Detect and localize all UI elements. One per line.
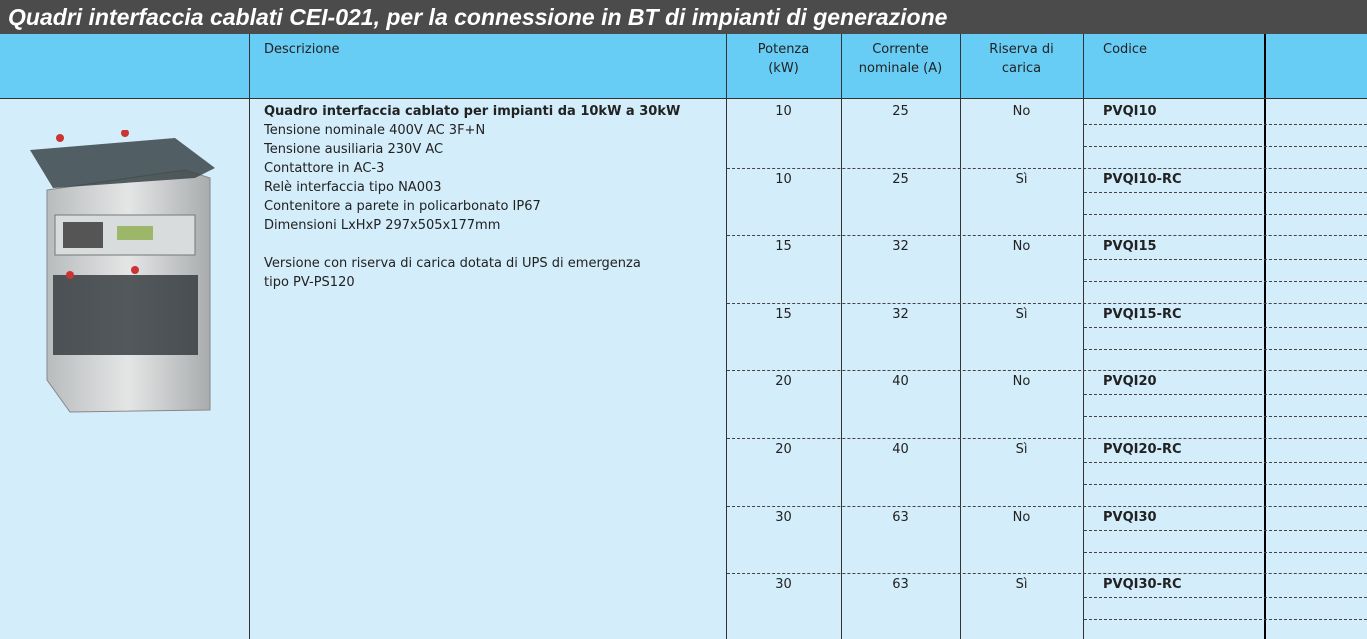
potenza: 10 bbox=[726, 104, 841, 119]
column-header: Corrente nominale (A) bbox=[841, 40, 960, 78]
description-line: Versione con riserva di carica dotata di… bbox=[264, 254, 641, 273]
row-subline bbox=[1084, 214, 1367, 215]
riserva: Sì bbox=[960, 577, 1083, 592]
riserva: Sì bbox=[960, 442, 1083, 457]
row-divider bbox=[727, 168, 1367, 169]
potenza: 30 bbox=[726, 577, 841, 592]
codice: PVQI30 bbox=[1103, 510, 1157, 525]
row-subline bbox=[1084, 462, 1367, 463]
codice: PVQI10-RC bbox=[1103, 172, 1182, 187]
description-line: Relè interfaccia tipo NA003 bbox=[264, 178, 442, 197]
row-divider bbox=[727, 506, 1367, 507]
row-divider bbox=[727, 235, 1367, 236]
riserva: Sì bbox=[960, 307, 1083, 322]
row-divider bbox=[727, 438, 1367, 439]
column-header: Codice bbox=[1103, 40, 1147, 59]
row-subline bbox=[1084, 327, 1367, 328]
header-row bbox=[0, 34, 1367, 98]
riserva: No bbox=[960, 374, 1083, 389]
description-line: tipo PV-PS120 bbox=[264, 273, 355, 292]
row-subline bbox=[1084, 146, 1367, 147]
codice: PVQI10 bbox=[1103, 104, 1157, 119]
col-divider bbox=[960, 34, 961, 639]
column-header: Potenza (kW) bbox=[726, 40, 841, 78]
corrente: 63 bbox=[841, 577, 960, 592]
col-divider bbox=[249, 34, 250, 639]
row-divider bbox=[727, 370, 1367, 371]
col-divider bbox=[841, 34, 842, 639]
corrente: 40 bbox=[841, 442, 960, 457]
row-subline bbox=[1084, 281, 1367, 282]
product-image bbox=[25, 130, 235, 420]
codice: PVQI20-RC bbox=[1103, 442, 1182, 457]
codice: PVQI20 bbox=[1103, 374, 1157, 389]
row-subline bbox=[1084, 619, 1367, 620]
riserva: Sì bbox=[960, 172, 1083, 187]
row-subline bbox=[1084, 416, 1367, 417]
row-subline bbox=[1084, 259, 1367, 260]
row-subline bbox=[1084, 484, 1367, 485]
potenza: 30 bbox=[726, 510, 841, 525]
title-bar: Quadri interfaccia cablati CEI-021, per … bbox=[0, 0, 1367, 34]
header-rule bbox=[0, 98, 1367, 99]
page: Quadri interfaccia cablati CEI-021, per … bbox=[0, 0, 1367, 639]
description-line: Tensione nominale 400V AC 3F+N bbox=[264, 121, 485, 140]
codice: PVQI30-RC bbox=[1103, 577, 1182, 592]
column-header: Riserva di carica bbox=[960, 40, 1083, 78]
riserva: No bbox=[960, 510, 1083, 525]
row-subline bbox=[1084, 530, 1367, 531]
corrente: 32 bbox=[841, 239, 960, 254]
potenza: 15 bbox=[726, 307, 841, 322]
row-subline bbox=[1084, 394, 1367, 395]
codice: PVQI15-RC bbox=[1103, 307, 1182, 322]
row-subline bbox=[1084, 192, 1367, 193]
potenza: 20 bbox=[726, 442, 841, 457]
row-subline bbox=[1084, 597, 1367, 598]
description-line: Quadro interfaccia cablato per impianti … bbox=[264, 102, 680, 121]
row-divider bbox=[727, 573, 1367, 574]
row-subline bbox=[1084, 552, 1367, 553]
column-header: Descrizione bbox=[264, 40, 340, 59]
corrente: 32 bbox=[841, 307, 960, 322]
codice: PVQI15 bbox=[1103, 239, 1157, 254]
row-subline bbox=[1084, 349, 1367, 350]
description-line: Dimensioni LxHxP 297x505x177mm bbox=[264, 216, 500, 235]
description-line: Contenitore a parete in policarbonato IP… bbox=[264, 197, 541, 216]
potenza: 15 bbox=[726, 239, 841, 254]
potenza: 10 bbox=[726, 172, 841, 187]
description-line: Tensione ausiliaria 230V AC bbox=[264, 140, 443, 159]
riserva: No bbox=[960, 239, 1083, 254]
row-subline bbox=[1084, 124, 1367, 125]
corrente: 40 bbox=[841, 374, 960, 389]
description-line: Contattore in AC-3 bbox=[264, 159, 384, 178]
corrente: 25 bbox=[841, 172, 960, 187]
riserva: No bbox=[960, 104, 1083, 119]
row-divider bbox=[727, 303, 1367, 304]
potenza: 20 bbox=[726, 374, 841, 389]
corrente: 63 bbox=[841, 510, 960, 525]
corrente: 25 bbox=[841, 104, 960, 119]
col-divider bbox=[726, 34, 727, 639]
